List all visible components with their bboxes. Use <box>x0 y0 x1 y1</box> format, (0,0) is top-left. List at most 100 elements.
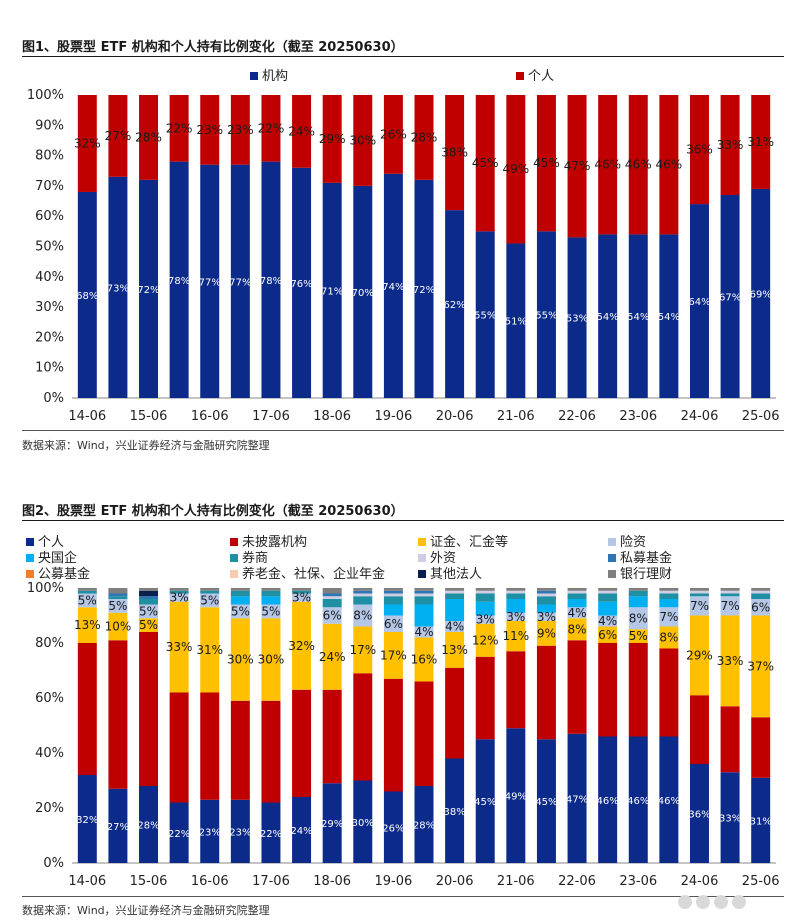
data-label: 36% <box>686 143 713 157</box>
bar-segment <box>322 182 342 398</box>
bar-segment <box>659 588 679 591</box>
bar-segment <box>108 593 128 597</box>
x-tick-label: 16-06 <box>191 874 229 889</box>
data-label: 38% <box>443 807 465 818</box>
bar-segment <box>506 95 526 244</box>
bar-segment <box>353 588 373 591</box>
bar-segment <box>261 618 281 701</box>
bar-segment <box>720 615 740 707</box>
data-label: 26% <box>380 127 407 141</box>
data-label: 8% <box>568 622 587 636</box>
x-tick-label: 20-06 <box>436 409 474 424</box>
y-tick-label: 100% <box>27 581 64 596</box>
data-label: 16% <box>411 653 438 667</box>
data-label: 45% <box>474 797 496 808</box>
data-label: 22% <box>260 829 282 840</box>
bar-segment <box>506 588 526 591</box>
x-tick-label: 23-06 <box>619 874 657 889</box>
bar-segment <box>598 615 618 627</box>
bar-segment <box>383 604 403 616</box>
bar-segment <box>689 764 709 863</box>
figure1-title: 图1、股票型 ETF 机构和个人持有比例变化（截至 20250630） <box>22 40 404 55</box>
x-tick-label: 15-06 <box>130 409 168 424</box>
figure1-source-rule <box>22 430 784 431</box>
bar-segment <box>322 588 342 594</box>
data-label: 49% <box>505 792 527 803</box>
bar-segment <box>322 599 342 608</box>
bar-segment <box>720 95 740 195</box>
data-label: 36% <box>688 810 710 821</box>
data-label: 8% <box>659 631 678 645</box>
bar-segment <box>200 95 220 165</box>
bar-segment <box>77 590 97 594</box>
legend-label: 养老金、社保、企业年金 <box>242 566 385 582</box>
bar-segment <box>720 593 740 597</box>
bar-segment <box>414 95 434 180</box>
bar-segment <box>659 590 679 594</box>
data-label: 8% <box>629 611 648 625</box>
bar-segment <box>108 788 128 863</box>
data-label: 49% <box>502 162 529 176</box>
bar-segment <box>261 95 281 162</box>
data-label: 38% <box>441 146 468 160</box>
y-tick-label: 60% <box>35 691 64 706</box>
bar-segment <box>322 783 342 863</box>
bar-segment <box>536 596 556 605</box>
bar-segment <box>628 643 648 737</box>
data-label: 70% <box>352 288 374 299</box>
bar-segment <box>261 604 281 619</box>
bar-segment <box>628 234 648 398</box>
bar-segment <box>169 692 189 803</box>
x-tick-label: 18-06 <box>313 409 351 424</box>
bar-segment <box>383 95 403 174</box>
bar-segment <box>414 179 434 398</box>
bar-segment <box>261 161 281 398</box>
bar-segment <box>751 615 771 718</box>
bar-segment <box>567 593 587 599</box>
bar-segment <box>383 791 403 863</box>
data-label: 74% <box>382 282 404 293</box>
bar-segment <box>414 590 434 594</box>
y-tick-label: 50% <box>35 240 64 255</box>
bar-segment <box>322 689 342 784</box>
bar-segment <box>169 593 189 602</box>
data-label: 24% <box>319 650 346 664</box>
bar-segment <box>383 588 403 591</box>
data-label: 5% <box>231 604 250 618</box>
data-label: 32% <box>288 639 315 653</box>
data-label: 13% <box>74 618 101 632</box>
bar-segment <box>292 593 312 602</box>
bar-segment <box>414 786 434 863</box>
bar-segment <box>689 95 709 205</box>
data-label: 72% <box>137 285 159 296</box>
bar-segment <box>322 593 342 597</box>
bar-segment <box>475 656 495 740</box>
bar-segment <box>445 667 465 759</box>
bar-segment <box>292 590 312 594</box>
data-label: 47% <box>566 794 588 805</box>
data-label: 77% <box>229 277 251 288</box>
bar-segment <box>475 590 495 594</box>
data-label: 4% <box>598 614 617 628</box>
bar-segment <box>169 161 189 398</box>
bar-segment <box>200 607 220 693</box>
x-tick-label: 23-06 <box>619 409 657 424</box>
bar-segment <box>506 590 526 594</box>
bar-segment <box>445 632 465 668</box>
bar-segment <box>414 593 434 597</box>
bar-segment <box>353 95 373 186</box>
bar-segment <box>292 588 312 591</box>
bar-segment <box>720 706 740 773</box>
y-tick-label: 90% <box>35 118 64 133</box>
x-tick-label: 17-06 <box>252 874 290 889</box>
bar-segment <box>200 799 220 863</box>
data-label: 30% <box>349 133 376 147</box>
bar-segment <box>659 95 679 235</box>
data-label: 68% <box>76 291 98 302</box>
data-label: 64% <box>688 297 710 308</box>
bar-segment <box>628 95 648 235</box>
x-tick-label: 20-06 <box>436 874 474 889</box>
bar-segment <box>108 599 128 613</box>
bar-segment <box>322 623 342 690</box>
bar-segment <box>659 736 679 863</box>
